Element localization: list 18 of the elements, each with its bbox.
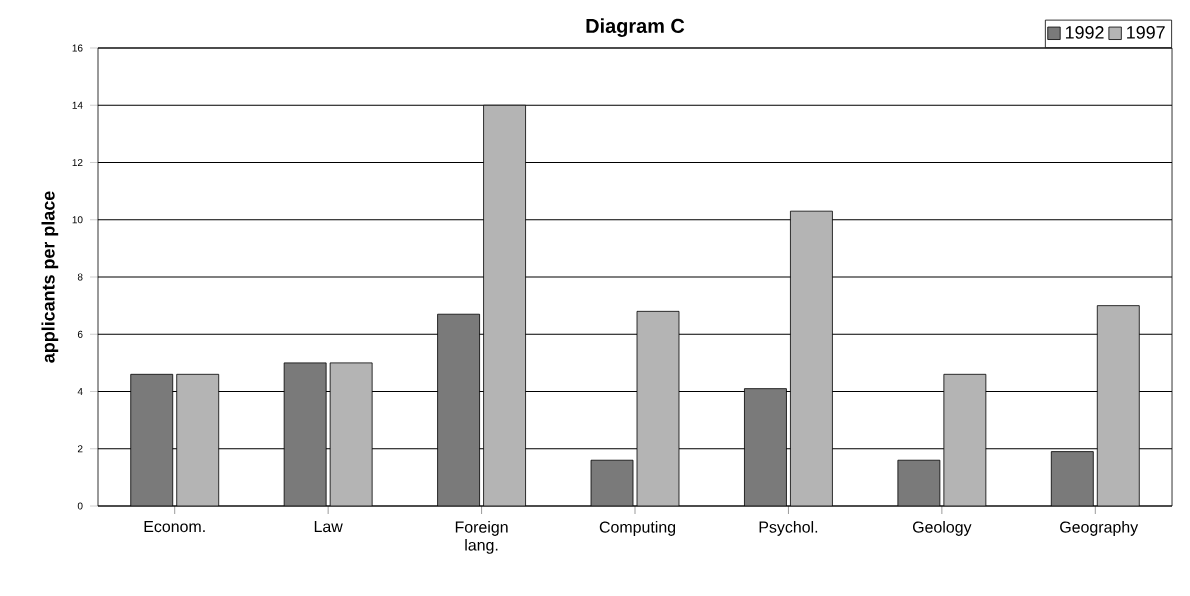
bar xyxy=(943,373,987,506)
bar xyxy=(744,388,787,506)
bar xyxy=(176,373,220,506)
bar xyxy=(1050,451,1094,506)
bar xyxy=(1096,305,1140,506)
legend-label: 1997 xyxy=(1127,26,1165,39)
legend-label: 1992 xyxy=(1065,26,1104,39)
bar xyxy=(130,373,174,506)
y-axis-title: applicants per place xyxy=(41,191,59,363)
bar xyxy=(790,210,833,506)
bar xyxy=(329,362,373,506)
bar xyxy=(590,459,634,506)
bar xyxy=(897,459,941,506)
bar xyxy=(636,310,680,506)
chart-title: Diagram C xyxy=(586,18,685,37)
bar xyxy=(283,362,327,506)
bar xyxy=(437,313,480,506)
bar xyxy=(483,104,526,506)
